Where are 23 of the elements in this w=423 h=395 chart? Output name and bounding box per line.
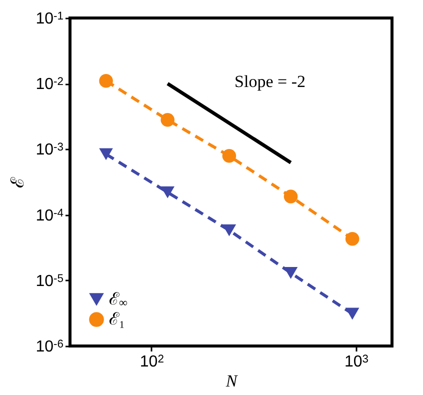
- point: [160, 112, 174, 127]
- annotation: Slope = -2: [234, 72, 306, 91]
- y-tick-label: 10$^{-1}$: [36, 10, 64, 28]
- point: [99, 148, 113, 160]
- x-tick-label: 10$^{2}$: [140, 354, 164, 370]
- legend-label: ℰ$_{∞}$: [109, 290, 128, 310]
- point: [345, 308, 360, 320]
- y-axis-title: ℰ: [7, 176, 28, 188]
- y-tick-label: 10$^{-4}$: [36, 207, 64, 224]
- point: [160, 186, 174, 198]
- y-tick-label: 10$^{-3}$: [36, 142, 64, 159]
- point: [345, 232, 360, 246]
- y-tick-label: 10$^{-5}$: [36, 272, 64, 290]
- point: [222, 149, 236, 163]
- point: [222, 224, 236, 236]
- legend-label: ℰ₁: [109, 310, 125, 328]
- x-axis-title: N: [224, 372, 239, 390]
- x-tick-label: 10$^{3}$: [344, 354, 368, 370]
- point: [284, 266, 298, 279]
- y-tick-label: 10$^{-2}$: [36, 76, 64, 94]
- point: [284, 190, 298, 204]
- point: [99, 74, 113, 88]
- y-tick-label: 10$^{-6}$: [36, 338, 64, 356]
